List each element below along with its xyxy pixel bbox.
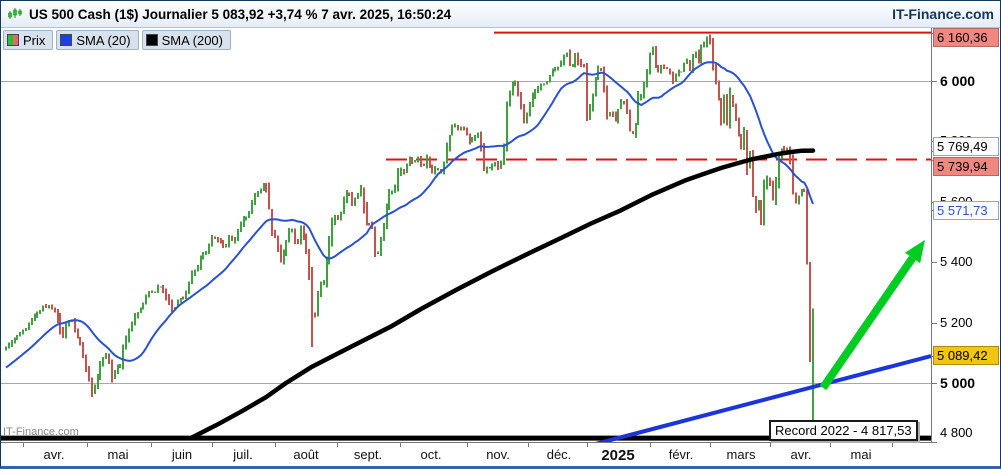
legend-label: Prix bbox=[23, 32, 46, 48]
legend-label: SMA (200) bbox=[161, 32, 223, 48]
x-axis-tick bbox=[151, 443, 152, 447]
x-axis-tick bbox=[23, 443, 24, 447]
title-bar: US 500 Cash (1$) Journalier 5 083,92 +3,… bbox=[1, 1, 1000, 28]
x-axis-tick bbox=[337, 443, 338, 447]
chart-title: US 500 Cash (1$) Journalier 5 083,92 +3,… bbox=[29, 6, 452, 22]
x-axis-label: févr. bbox=[668, 447, 694, 462]
sma200-line bbox=[188, 148, 816, 441]
candlestick-icon bbox=[7, 6, 23, 22]
legend-item-prix[interactable]: Prix bbox=[3, 30, 54, 50]
sma20-line bbox=[5, 61, 814, 369]
y-axis-tick bbox=[931, 383, 937, 384]
x-axis-tick bbox=[770, 443, 771, 447]
x-axis-label: déc. bbox=[546, 447, 572, 462]
y-axis-tick bbox=[931, 442, 937, 443]
x-axis-tick bbox=[467, 443, 468, 447]
y-axis-label: 4 800 bbox=[940, 425, 973, 440]
x-axis-label: mai bbox=[107, 447, 129, 462]
arrow-head[interactable] bbox=[904, 239, 925, 264]
x-axis-tick bbox=[587, 443, 588, 447]
price-badge: 6 160,36 bbox=[933, 28, 999, 47]
y-axis-tick bbox=[931, 323, 937, 324]
x-axis-tick bbox=[400, 443, 401, 447]
chart-area: Prix SMA (20) SMA (200) IT-Finance.com R… bbox=[1, 28, 1000, 443]
candlestick-series bbox=[5, 34, 814, 443]
x-axis-tick bbox=[212, 443, 213, 447]
x-axis: avr. mai juin juil. août sept. oct. nov. déc. 202… bbox=[1, 443, 1000, 465]
x-axis-label: mai bbox=[850, 447, 872, 462]
x-axis-label: avr. bbox=[43, 447, 65, 462]
y-axis-label: 5 000 bbox=[940, 375, 976, 391]
arrow-shaft[interactable] bbox=[819, 255, 916, 391]
x-axis-tick bbox=[710, 443, 711, 447]
price-badge: 5 739,94 bbox=[933, 157, 999, 176]
x-axis-label: août bbox=[293, 447, 319, 462]
x-axis-tick bbox=[528, 443, 529, 447]
x-axis-tick bbox=[87, 443, 88, 447]
price-swatch-icon bbox=[7, 34, 19, 46]
trendline[interactable] bbox=[576, 354, 931, 443]
price-badge: 5 089,42 bbox=[933, 346, 999, 365]
sma20-swatch-icon bbox=[60, 34, 73, 46]
watermark: IT-Finance.com bbox=[3, 426, 79, 438]
legend-item-sma20[interactable]: SMA (20) bbox=[56, 30, 139, 50]
x-axis-label: avr. bbox=[790, 447, 812, 462]
x-axis-label: nov. bbox=[486, 447, 510, 462]
x-axis-tick bbox=[892, 443, 893, 447]
y-axis-label: 5 400 bbox=[940, 254, 973, 269]
sma200-swatch-icon bbox=[145, 34, 158, 46]
record-tooltip: Record 2022 - 4 817,53 bbox=[769, 420, 918, 441]
plot-content bbox=[1, 31, 931, 443]
legend: Prix SMA (20) SMA (200) bbox=[3, 30, 231, 50]
brand-logo[interactable]: IT-Finance.com bbox=[892, 6, 994, 22]
y-axis-label: 5 200 bbox=[940, 315, 973, 330]
x-axis-label: sept. bbox=[353, 447, 383, 462]
x-axis-tick bbox=[275, 443, 276, 447]
price-badge: 5 769,49 bbox=[933, 137, 999, 156]
price-plot[interactable] bbox=[1, 28, 1001, 443]
legend-label: SMA (20) bbox=[76, 32, 131, 48]
x-axis-label: 2025 bbox=[601, 447, 635, 464]
x-axis-label: juin bbox=[171, 447, 193, 462]
y-axis-tick bbox=[931, 81, 937, 82]
price-badge: 5 571,73 bbox=[933, 201, 999, 220]
y-axis-tick bbox=[931, 262, 937, 263]
x-axis-tick bbox=[650, 443, 651, 447]
y-axis-label: 6 000 bbox=[940, 73, 976, 89]
x-axis-label: oct. bbox=[420, 447, 442, 462]
x-axis-label: mars bbox=[726, 447, 756, 462]
x-axis-tick bbox=[830, 443, 831, 447]
x-axis-label: juil. bbox=[233, 447, 253, 462]
legend-item-sma200[interactable]: SMA (200) bbox=[141, 30, 231, 50]
